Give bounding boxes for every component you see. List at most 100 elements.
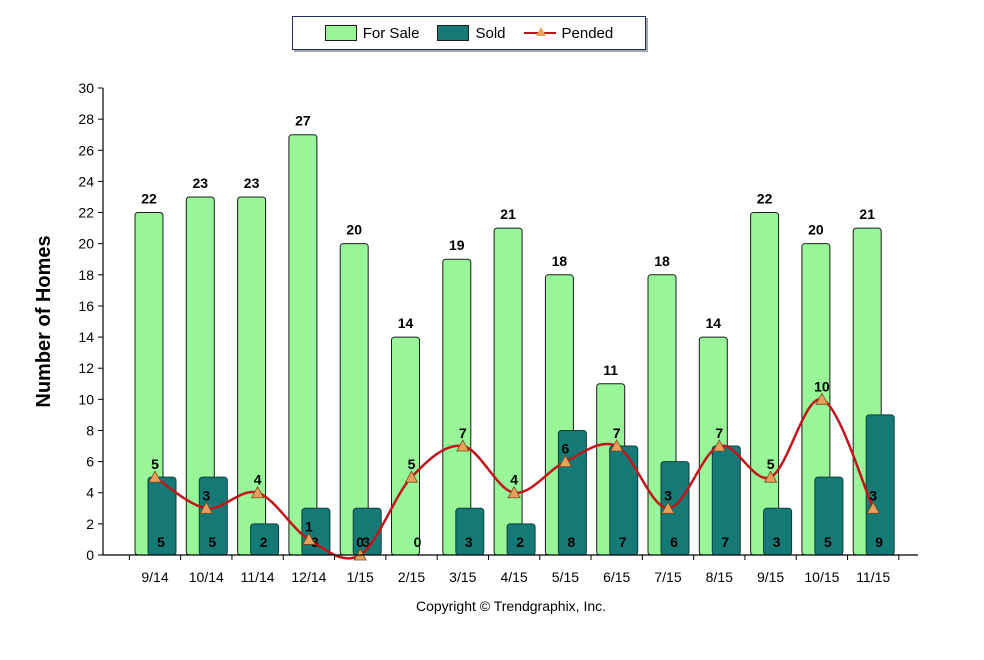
data-label-sold: 5 [824, 534, 832, 550]
y-tick-label: 2 [86, 516, 94, 532]
marker-pended [507, 485, 521, 499]
x-tick-label: 10/14 [189, 569, 224, 585]
data-label-sold: 3 [362, 534, 370, 550]
legend-item-sold: Sold [437, 24, 506, 42]
x-tick-label: 10/15 [804, 569, 839, 585]
data-label-for-sale: 18 [552, 253, 568, 269]
x-tick-label: 6/15 [603, 569, 630, 585]
data-label-sold: 3 [773, 534, 781, 550]
data-label-pended: 5 [767, 456, 775, 472]
data-label-pended: 3 [869, 487, 877, 503]
bar-for-sale [288, 134, 318, 556]
data-label-pended: 1 [305, 518, 313, 534]
bar-for-sale [493, 227, 523, 556]
data-label-sold: 8 [568, 534, 576, 550]
legend-swatch-pended [523, 25, 556, 41]
data-label-pended: 5 [151, 456, 159, 472]
x-tick-label: 2/15 [398, 569, 425, 585]
marker-pended [250, 485, 265, 499]
data-label-for-sale: 22 [141, 191, 157, 207]
legend-item-pended: Pended [523, 24, 614, 42]
y-tick-label: 24 [78, 173, 94, 189]
data-label-sold: 2 [516, 534, 524, 550]
y-tick-label: 26 [78, 142, 94, 158]
x-tick-label: 9/15 [757, 569, 784, 585]
marker-pended [302, 532, 316, 545]
marker-pended [866, 501, 880, 514]
legend-swatch-for-sale [324, 25, 357, 41]
y-tick-label: 8 [86, 422, 94, 438]
data-label-pended: 6 [562, 441, 570, 457]
legend-swatch-sold [437, 25, 470, 41]
y-tick-label: 6 [86, 454, 94, 470]
y-tick-label: 28 [78, 111, 94, 127]
data-label-for-sale: 19 [449, 237, 465, 253]
legend-label-for-sale: For Sale [362, 24, 420, 42]
marker-pended [148, 470, 162, 483]
data-label-for-sale: 21 [859, 206, 875, 222]
data-label-pended: 4 [510, 472, 518, 488]
data-label-sold: 0 [414, 534, 422, 550]
marker-pended [558, 454, 573, 468]
data-label-pended: 3 [202, 487, 210, 503]
data-label-sold: 5 [157, 534, 165, 550]
y-tick-label: 22 [78, 205, 94, 221]
marker-pended [199, 501, 213, 514]
legend-label-sold: Sold [475, 24, 506, 42]
x-tick-label: 7/15 [654, 569, 681, 585]
y-tick-label: 16 [78, 298, 94, 314]
data-label-pended: 7 [459, 425, 467, 441]
marker-pended [763, 470, 778, 483]
data-label-for-sale: 23 [244, 175, 260, 191]
y-tick-label: 0 [86, 547, 94, 563]
data-label-for-sale: 20 [808, 222, 824, 238]
y-tick-label: 20 [78, 236, 94, 252]
data-label-sold: 7 [619, 534, 627, 550]
legend-label-pended: Pended [561, 24, 614, 42]
data-label-for-sale: 14 [398, 315, 414, 331]
data-label-pended: 5 [408, 456, 416, 472]
data-label-for-sale: 27 [295, 113, 311, 129]
marker-pended [456, 439, 470, 452]
y-axis-title: Number of Homes [33, 235, 55, 407]
x-tick-label: 8/15 [706, 569, 733, 585]
data-label-for-sale: 23 [193, 175, 209, 191]
x-tick-label: 1/15 [347, 569, 374, 585]
data-label-sold: 3 [465, 534, 473, 550]
x-tick-label: 11/14 [241, 569, 275, 585]
x-tick-label: 11/15 [856, 569, 890, 585]
data-label-pended: 3 [664, 487, 672, 503]
data-label-sold: 9 [875, 534, 883, 550]
x-tick-label: 12/14 [291, 569, 326, 585]
y-tick-label: 4 [86, 485, 94, 501]
y-tick-label: 10 [78, 391, 94, 407]
chart-legend: For Sale Sold Pended [292, 16, 646, 50]
y-tick-label: 18 [78, 267, 94, 283]
copyright-text: Copyright © Trendgraphix, Inc. [415, 598, 607, 614]
data-label-sold: 2 [260, 534, 268, 550]
marker-pended [610, 439, 624, 452]
x-tick-label: 4/15 [500, 569, 527, 585]
marker-pended [661, 501, 675, 514]
data-label-for-sale: 11 [603, 362, 618, 378]
y-tick-label: 30 [78, 80, 94, 96]
bar-for-sale [391, 336, 420, 556]
data-label-sold: 5 [208, 534, 216, 550]
data-label-for-sale: 18 [654, 253, 670, 269]
marker-pended [712, 439, 726, 452]
x-tick-label: 5/15 [552, 569, 579, 585]
legend-item-for-sale: For Sale [324, 24, 420, 42]
x-tick-label: 9/14 [141, 569, 168, 585]
data-label-for-sale: 20 [346, 222, 362, 238]
x-tick-label: 3/15 [449, 569, 476, 585]
bar-for-sale [750, 212, 780, 556]
data-label-pended: 7 [613, 425, 621, 441]
data-label-pended: 4 [254, 472, 262, 488]
bar-for-sale [237, 196, 267, 556]
marker-pended [815, 392, 829, 405]
data-label-for-sale: 14 [706, 315, 722, 331]
data-label-sold: 7 [721, 534, 729, 550]
y-tick-label: 14 [78, 329, 94, 345]
data-label-pended: 7 [715, 425, 723, 441]
